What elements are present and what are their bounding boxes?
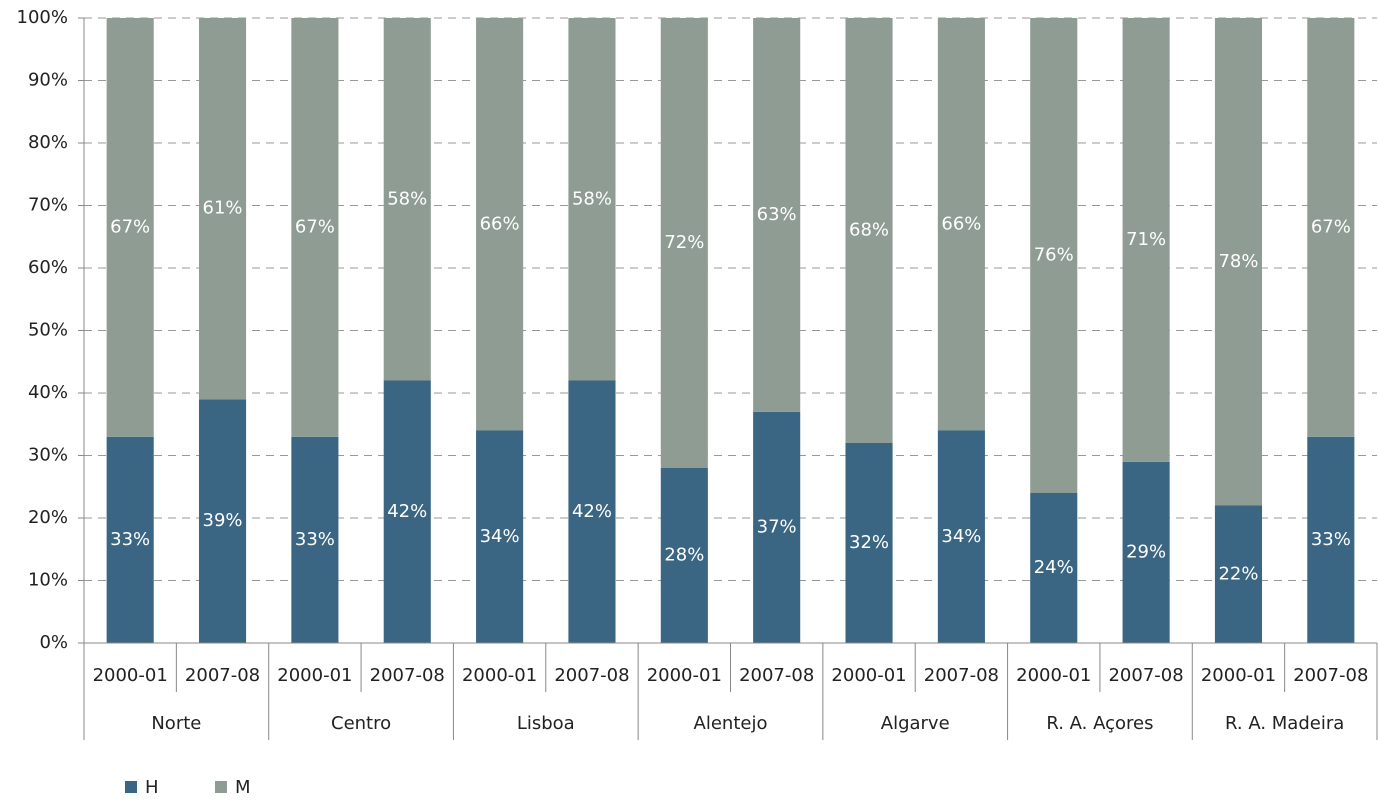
bar-segment bbox=[291, 436, 339, 643]
bar-segment bbox=[660, 468, 708, 643]
bar-segment bbox=[937, 18, 985, 431]
data-label: 67% bbox=[1311, 216, 1351, 237]
data-label: 42% bbox=[387, 501, 427, 522]
data-label: 33% bbox=[1311, 529, 1351, 550]
bar-segment bbox=[1214, 505, 1263, 643]
y-tick-label: 20% bbox=[28, 507, 68, 528]
data-label: 34% bbox=[480, 526, 520, 547]
x-tick-label: 2007-08 bbox=[924, 665, 999, 686]
data-label: 29% bbox=[1126, 541, 1166, 562]
data-label: 63% bbox=[757, 204, 797, 225]
data-label: 67% bbox=[295, 216, 335, 237]
bar-segment bbox=[845, 443, 893, 643]
data-label: 71% bbox=[1126, 229, 1166, 250]
data-label: 39% bbox=[203, 510, 243, 531]
bar-segment bbox=[1030, 493, 1078, 643]
bar-segment bbox=[1030, 18, 1078, 493]
data-label: 78% bbox=[1218, 251, 1258, 272]
bar-segment bbox=[1307, 18, 1355, 437]
bar-segment bbox=[291, 18, 339, 437]
x-tick-label: 2000-01 bbox=[831, 665, 906, 686]
legend-swatch bbox=[215, 781, 227, 793]
bar-segment bbox=[753, 18, 801, 412]
bar-segment bbox=[198, 399, 247, 643]
bar-segment bbox=[106, 18, 154, 437]
data-label: 33% bbox=[295, 529, 335, 550]
data-label: 58% bbox=[387, 188, 427, 209]
x-tick-label: 2007-08 bbox=[554, 665, 629, 686]
x-tick-label: 2000-01 bbox=[277, 665, 352, 686]
y-tick-label: 90% bbox=[28, 70, 68, 91]
bar-segment bbox=[383, 380, 431, 643]
data-label: 76% bbox=[1034, 245, 1074, 266]
bar-segment bbox=[476, 430, 524, 643]
x-tick-label: 2000-01 bbox=[1201, 665, 1276, 686]
bar-segment bbox=[753, 411, 801, 643]
bar-segment bbox=[660, 18, 708, 468]
bar-segment bbox=[198, 18, 247, 400]
data-label: 24% bbox=[1034, 557, 1074, 578]
bar-segment bbox=[845, 18, 893, 443]
y-tick-label: 70% bbox=[28, 195, 68, 216]
y-tick-label: 60% bbox=[28, 257, 68, 278]
y-tick-label: 10% bbox=[28, 570, 68, 591]
data-label: 34% bbox=[941, 526, 981, 547]
x-tick-label: 2007-08 bbox=[370, 665, 445, 686]
group-label: R. A. Madeira bbox=[1225, 713, 1344, 734]
bar-segment bbox=[476, 18, 524, 431]
y-tick-label: 40% bbox=[28, 382, 68, 403]
bar-segment bbox=[1214, 18, 1263, 506]
group-label: Lisboa bbox=[517, 713, 575, 734]
group-label: Centro bbox=[331, 713, 391, 734]
group-label: Algarve bbox=[881, 713, 950, 734]
bar-segment bbox=[568, 18, 616, 381]
data-label: 33% bbox=[110, 529, 150, 550]
data-label: 42% bbox=[572, 501, 612, 522]
x-tick-label: 2000-01 bbox=[93, 665, 168, 686]
x-tick-label: 2000-01 bbox=[1016, 665, 1091, 686]
bar-segment bbox=[1307, 436, 1355, 643]
x-tick-label: 2007-08 bbox=[739, 665, 814, 686]
data-label: 28% bbox=[664, 545, 704, 566]
bar-segment bbox=[383, 18, 431, 381]
x-tick-label: 2007-08 bbox=[1108, 665, 1183, 686]
bar-segment bbox=[937, 430, 985, 643]
data-label: 37% bbox=[757, 516, 797, 537]
data-label: 61% bbox=[203, 198, 243, 219]
y-tick-label: 0% bbox=[39, 632, 68, 653]
x-tick-label: 2007-08 bbox=[185, 665, 260, 686]
data-label: 66% bbox=[480, 213, 520, 234]
data-label: 22% bbox=[1218, 563, 1258, 584]
data-label: 72% bbox=[664, 232, 704, 253]
x-tick-label: 2000-01 bbox=[462, 665, 537, 686]
x-tick-label: 2000-01 bbox=[647, 665, 722, 686]
y-tick-label: 100% bbox=[17, 7, 68, 28]
y-tick-label: 80% bbox=[28, 132, 68, 153]
legend-label: M bbox=[235, 777, 251, 798]
y-tick-label: 50% bbox=[28, 320, 68, 341]
data-label: 58% bbox=[572, 188, 612, 209]
bar-segment bbox=[568, 380, 616, 643]
bar-segment bbox=[106, 436, 154, 643]
x-tick-label: 2007-08 bbox=[1293, 665, 1368, 686]
group-label: Norte bbox=[151, 713, 201, 734]
group-label: R. A. Açores bbox=[1046, 713, 1153, 734]
group-label: Alentejo bbox=[694, 713, 768, 734]
data-label: 66% bbox=[941, 213, 981, 234]
data-label: 68% bbox=[849, 220, 889, 241]
data-label: 67% bbox=[110, 216, 150, 237]
legend-swatch bbox=[125, 781, 137, 793]
y-tick-label: 30% bbox=[28, 445, 68, 466]
data-label: 32% bbox=[849, 532, 889, 553]
bar-segment bbox=[1122, 461, 1170, 643]
legend-label: H bbox=[145, 777, 159, 798]
bar-segment bbox=[1122, 18, 1170, 462]
